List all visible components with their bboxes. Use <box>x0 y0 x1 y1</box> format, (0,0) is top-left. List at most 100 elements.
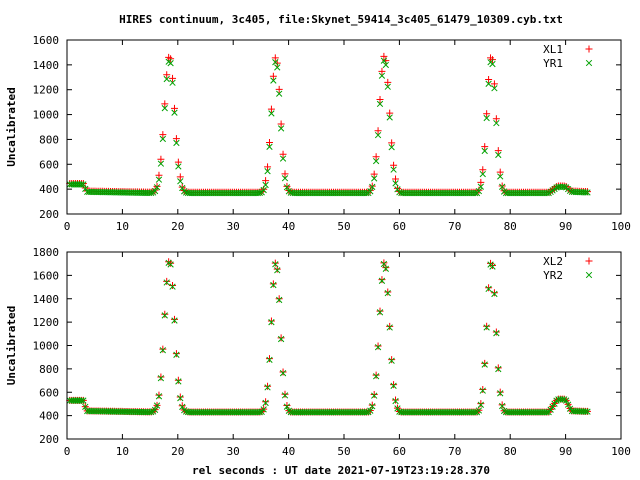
data-point <box>172 135 180 143</box>
x-tick-label: 90 <box>559 220 572 233</box>
data-point <box>159 131 167 139</box>
x-tick-label: 10 <box>116 445 129 458</box>
data-point <box>157 373 165 381</box>
y-tick-label: 1000 <box>33 340 60 353</box>
data-point <box>378 276 386 284</box>
data-point <box>477 400 485 408</box>
data-point <box>492 115 500 123</box>
data-point <box>279 150 287 158</box>
data-point <box>499 402 506 410</box>
data-point <box>167 261 174 268</box>
data-point <box>566 187 574 195</box>
legend-label: YR2 <box>543 269 563 282</box>
data-point <box>176 173 184 181</box>
data-point <box>281 390 289 398</box>
data-point <box>148 408 155 416</box>
data-point <box>388 357 395 364</box>
data-point <box>483 110 491 118</box>
data-point <box>281 175 289 182</box>
data-point <box>386 324 393 331</box>
data-point <box>384 78 392 86</box>
data-point <box>490 289 498 297</box>
data-point <box>370 170 378 178</box>
data-point <box>564 401 572 408</box>
data-point <box>177 395 184 402</box>
x-tick-label: 70 <box>448 445 461 458</box>
data-point <box>483 114 490 122</box>
data-point <box>167 55 175 63</box>
data-point <box>471 409 479 416</box>
data-point <box>171 109 178 116</box>
data-point <box>268 110 275 117</box>
y-tick-label: 400 <box>39 410 59 423</box>
data-point <box>390 161 398 169</box>
data-point <box>275 85 283 93</box>
data-point <box>283 403 291 410</box>
data-point <box>172 350 180 358</box>
data-point <box>584 408 591 415</box>
data-point <box>497 390 504 397</box>
data-point <box>382 265 389 272</box>
data-point <box>388 356 396 364</box>
data-point <box>388 144 395 151</box>
x-tick-label: 40 <box>282 220 295 233</box>
data-point <box>498 182 506 190</box>
data-point <box>549 403 556 410</box>
data-point <box>179 403 186 411</box>
data-point <box>498 401 506 409</box>
data-point <box>477 401 484 408</box>
data-point <box>368 182 376 190</box>
data-point <box>390 166 397 173</box>
data-point <box>493 330 500 337</box>
data-point <box>78 397 85 404</box>
data-point <box>163 277 171 285</box>
data-point <box>264 168 271 175</box>
data-point <box>268 319 275 326</box>
data-point <box>494 147 502 155</box>
data-point <box>490 80 498 88</box>
data-point <box>495 151 502 159</box>
data-point <box>384 289 391 297</box>
data-point <box>281 392 289 399</box>
data-point <box>483 324 490 331</box>
series-yr2 <box>66 259 591 416</box>
y-tick-label: 1800 <box>33 246 60 259</box>
data-point <box>378 277 386 284</box>
x-tick-label: 50 <box>337 445 350 458</box>
data-point <box>374 342 382 350</box>
data-point <box>151 406 159 414</box>
legend-label: YR1 <box>543 57 563 70</box>
data-point <box>547 406 554 413</box>
data-point <box>80 397 87 404</box>
data-point <box>477 178 485 186</box>
data-point <box>489 263 496 270</box>
data-point <box>481 147 488 155</box>
data-point <box>582 189 589 196</box>
data-point <box>367 188 374 195</box>
data-point <box>489 60 496 68</box>
data-point <box>392 397 399 405</box>
y-tick-label: 1400 <box>33 293 60 306</box>
data-point <box>161 100 169 108</box>
data-point <box>262 181 269 189</box>
data-point <box>266 356 273 363</box>
data-point <box>153 402 161 409</box>
data-point <box>491 85 498 92</box>
data-point <box>561 183 568 191</box>
data-point <box>155 391 163 399</box>
data-point <box>262 399 269 407</box>
data-point <box>485 284 493 292</box>
data-point <box>175 378 182 385</box>
data-point <box>479 170 486 178</box>
data-point <box>396 189 403 196</box>
y-tick-label: 1200 <box>33 84 60 97</box>
data-point <box>491 290 498 298</box>
data-point <box>492 328 500 336</box>
data-point <box>167 60 174 67</box>
data-point <box>174 376 182 384</box>
data-point <box>563 397 570 404</box>
data-point <box>378 72 386 79</box>
data-point <box>159 345 167 353</box>
y-axis-label: Uncalibrated <box>5 306 18 385</box>
